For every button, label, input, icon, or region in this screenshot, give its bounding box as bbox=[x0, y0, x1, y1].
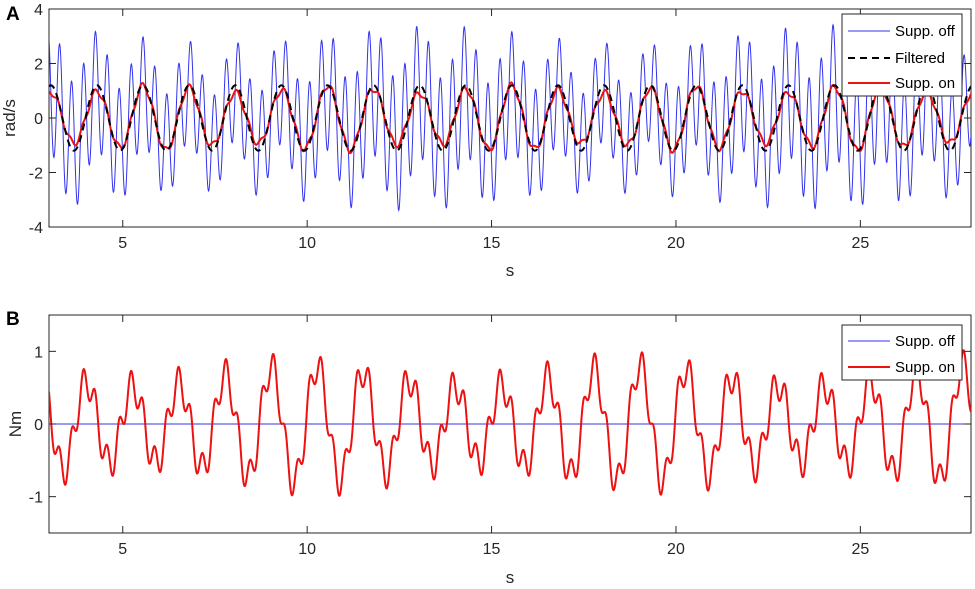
panel-a: A 5 10 15 20 25 -4 -2 0 2 4 s rad/s Supp. off Fil… bbox=[0, 2, 972, 280]
panel-b-x-axis-label: s bbox=[506, 568, 515, 587]
panel-b-y-axis-label: Nm bbox=[6, 411, 25, 437]
x-tick-label: 20 bbox=[667, 235, 685, 252]
x-tick-label: 10 bbox=[298, 541, 316, 558]
y-tick-label: -1 bbox=[29, 490, 43, 507]
x-tick-label: 25 bbox=[851, 541, 869, 558]
y-tick-label: 2 bbox=[34, 57, 43, 74]
x-tick-label: 15 bbox=[483, 541, 501, 558]
y-tick-label: 0 bbox=[34, 111, 43, 128]
legend-label-supp-off: Supp. off bbox=[895, 23, 956, 40]
panel-b-axes: 5 10 15 20 25 -1 0 1 bbox=[29, 315, 971, 558]
panel-b: B 5 10 15 20 25 -1 0 1 s Nm Supp. off Supp. on bbox=[6, 309, 972, 587]
x-tick-label: 5 bbox=[118, 541, 127, 558]
panel-a-axes: 5 10 15 20 25 -4 -2 0 2 4 bbox=[29, 2, 971, 252]
panel-b-legend-box bbox=[841, 324, 963, 381]
x-tick-label: 25 bbox=[851, 235, 869, 252]
x-tick-label: 15 bbox=[483, 235, 501, 252]
x-tick-label: 20 bbox=[667, 541, 685, 558]
panel-a-legend: Supp. off Filtered Supp. on bbox=[841, 13, 963, 97]
y-tick-label: 1 bbox=[34, 344, 43, 361]
y-tick-label: 0 bbox=[34, 417, 43, 434]
panel-b-letter: B bbox=[6, 309, 20, 330]
panel-a-letter: A bbox=[6, 4, 20, 25]
panel-a-series bbox=[49, 23, 971, 212]
legend-label-supp-off-b: Supp. off bbox=[895, 333, 956, 350]
panel-b-series bbox=[49, 349, 971, 497]
y-tick-label: 4 bbox=[34, 2, 43, 19]
panel-b-legend: Supp. off Supp. on bbox=[841, 324, 963, 381]
series-supp-off-line bbox=[49, 23, 971, 212]
legend-label-supp-on: Supp. on bbox=[895, 75, 955, 92]
panel-a-y-axis-label: rad/s bbox=[0, 99, 19, 137]
x-tick-label: 10 bbox=[298, 235, 316, 252]
panel-a-legend-box bbox=[841, 13, 963, 97]
y-tick-label: -2 bbox=[29, 166, 43, 183]
legend-label-supp-on-b: Supp. on bbox=[895, 359, 955, 376]
series-supp-on-line-b bbox=[49, 349, 971, 497]
x-tick-label: 5 bbox=[118, 235, 127, 252]
legend-label-filtered: Filtered bbox=[895, 50, 945, 67]
panel-a-x-axis-label: s bbox=[506, 261, 515, 280]
series-filtered-line bbox=[49, 84, 971, 152]
panel-a-plot-area bbox=[48, 8, 972, 228]
y-tick-label: -4 bbox=[29, 220, 43, 237]
